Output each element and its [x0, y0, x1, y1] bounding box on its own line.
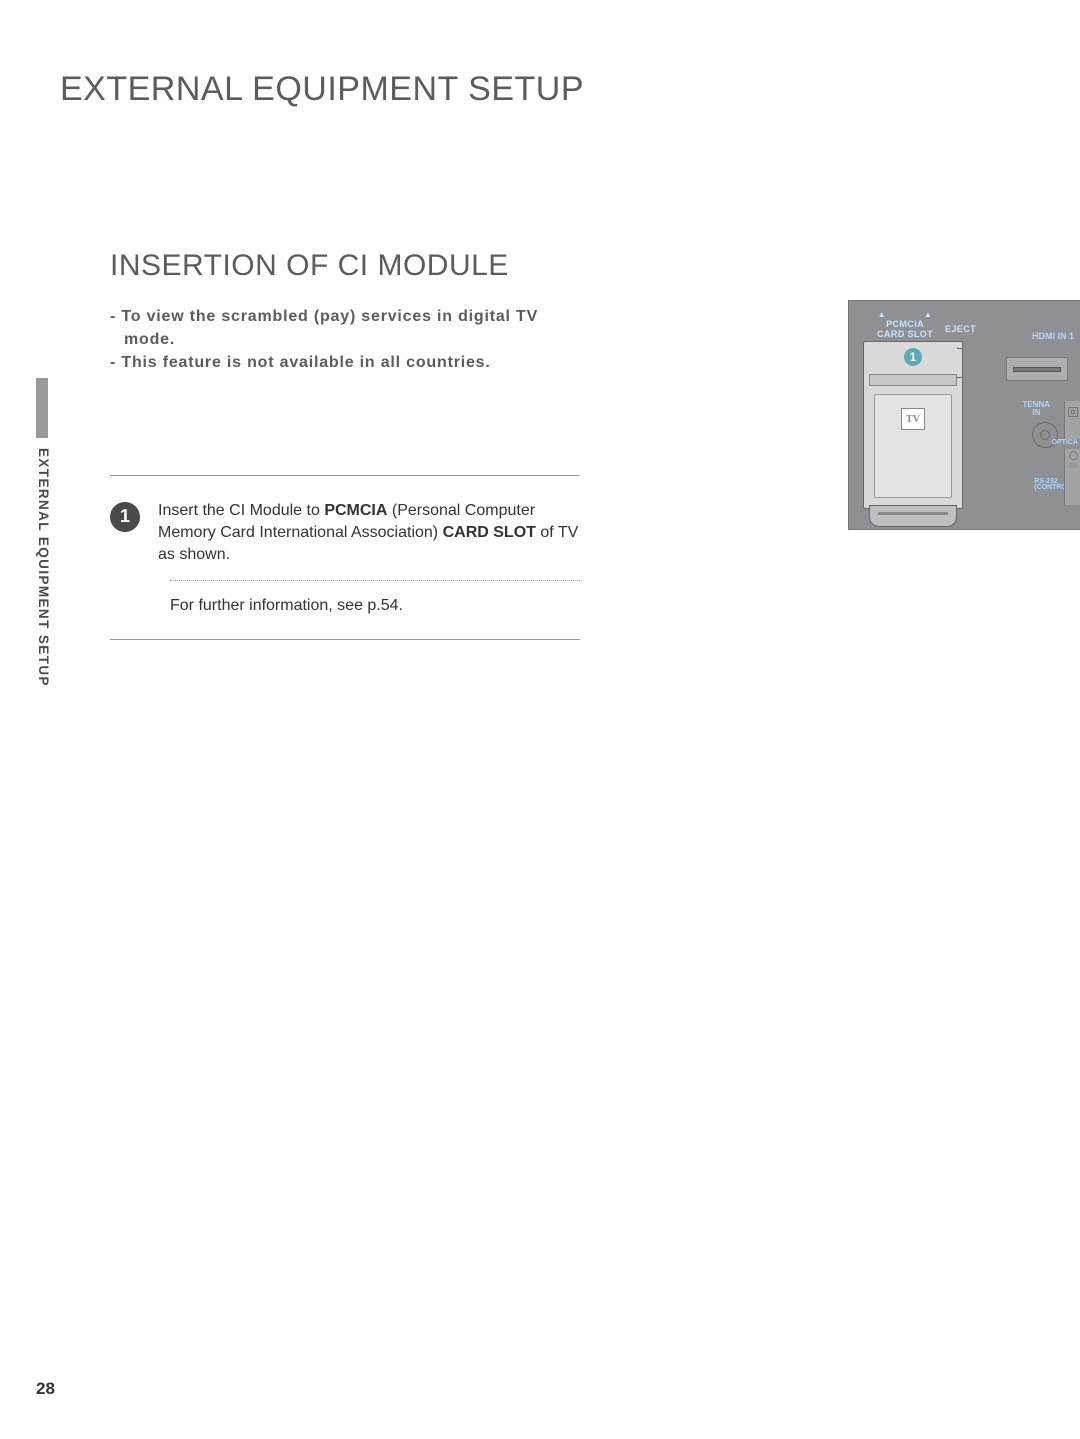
- tenna-line2: IN: [1032, 408, 1040, 417]
- ci-card: 1 TV: [863, 341, 963, 527]
- port-tile: [1064, 401, 1080, 439]
- dots-icon: [1068, 463, 1079, 468]
- side-tab-block: [36, 378, 48, 438]
- optical-label: OPTICA: [1052, 439, 1078, 446]
- ring-icon: [1069, 451, 1078, 460]
- arrow-up-icon: ▲: [924, 311, 932, 319]
- pcmcia-label: ▲ ▲ PCMCIA CARD SLOT: [877, 311, 933, 339]
- section: INSERTION OF CI MODULE - To view the scr…: [110, 249, 580, 640]
- step-block: 1 Insert the CI Module to PCMCIA (Person…: [110, 475, 580, 581]
- page-number: 28: [36, 1379, 55, 1399]
- hdmi-label: HDMI IN 1: [1032, 331, 1080, 341]
- page: EXTERNAL EQUIPMENT SETUP EXTERNAL EQUIPM…: [0, 0, 1080, 1439]
- port-tile: [1064, 449, 1080, 477]
- step-text-bold2: CARD SLOT: [443, 524, 536, 541]
- square-icon: [1068, 407, 1078, 417]
- arrow-up-icon: ▲: [878, 311, 886, 319]
- leader-circle: 1: [904, 348, 922, 366]
- chapter-title: EXTERNAL EQUIPMENT SETUP: [60, 70, 1020, 109]
- card-body: 1 TV: [863, 341, 963, 509]
- side-tab: EXTERNAL EQUIPMENT SETUP: [36, 378, 51, 687]
- ci-module-diagram: ▲ ▲ PCMCIA CARD SLOT EJECT HDMI IN 1 TEN…: [848, 300, 1080, 530]
- card-top-strip: [869, 374, 957, 386]
- step-text-bold1: PCMCIA: [324, 502, 387, 519]
- card-notch: [957, 348, 963, 378]
- step-text: Insert the CI Module to PCMCIA (Personal…: [158, 500, 580, 567]
- step-number-badge: 1: [110, 502, 140, 532]
- antenna-label: TENNA IN: [1022, 401, 1050, 417]
- section-bullets: - To view the scrambled (pay) services i…: [110, 305, 580, 375]
- further-info: For further information, see p.54.: [110, 581, 580, 640]
- bullet-line: - This feature is not available in all c…: [110, 351, 580, 374]
- slot-inner: [1013, 367, 1061, 372]
- section-title: INSERTION OF CI MODULE: [110, 249, 580, 283]
- bullet-line: mode.: [110, 328, 580, 351]
- step-text-pre: Insert the CI Module to: [158, 502, 324, 519]
- card-connector: [869, 505, 957, 527]
- eject-label: EJECT: [945, 324, 976, 334]
- bullet-line: - To view the scrambled (pay) services i…: [110, 305, 580, 328]
- side-tab-text: EXTERNAL EQUIPMENT SETUP: [36, 448, 51, 687]
- tv-icon: TV: [901, 408, 925, 430]
- pcmcia-line2: CARD SLOT: [877, 330, 933, 339]
- hdmi-slot: [1006, 357, 1068, 381]
- port-tile: [1064, 475, 1080, 505]
